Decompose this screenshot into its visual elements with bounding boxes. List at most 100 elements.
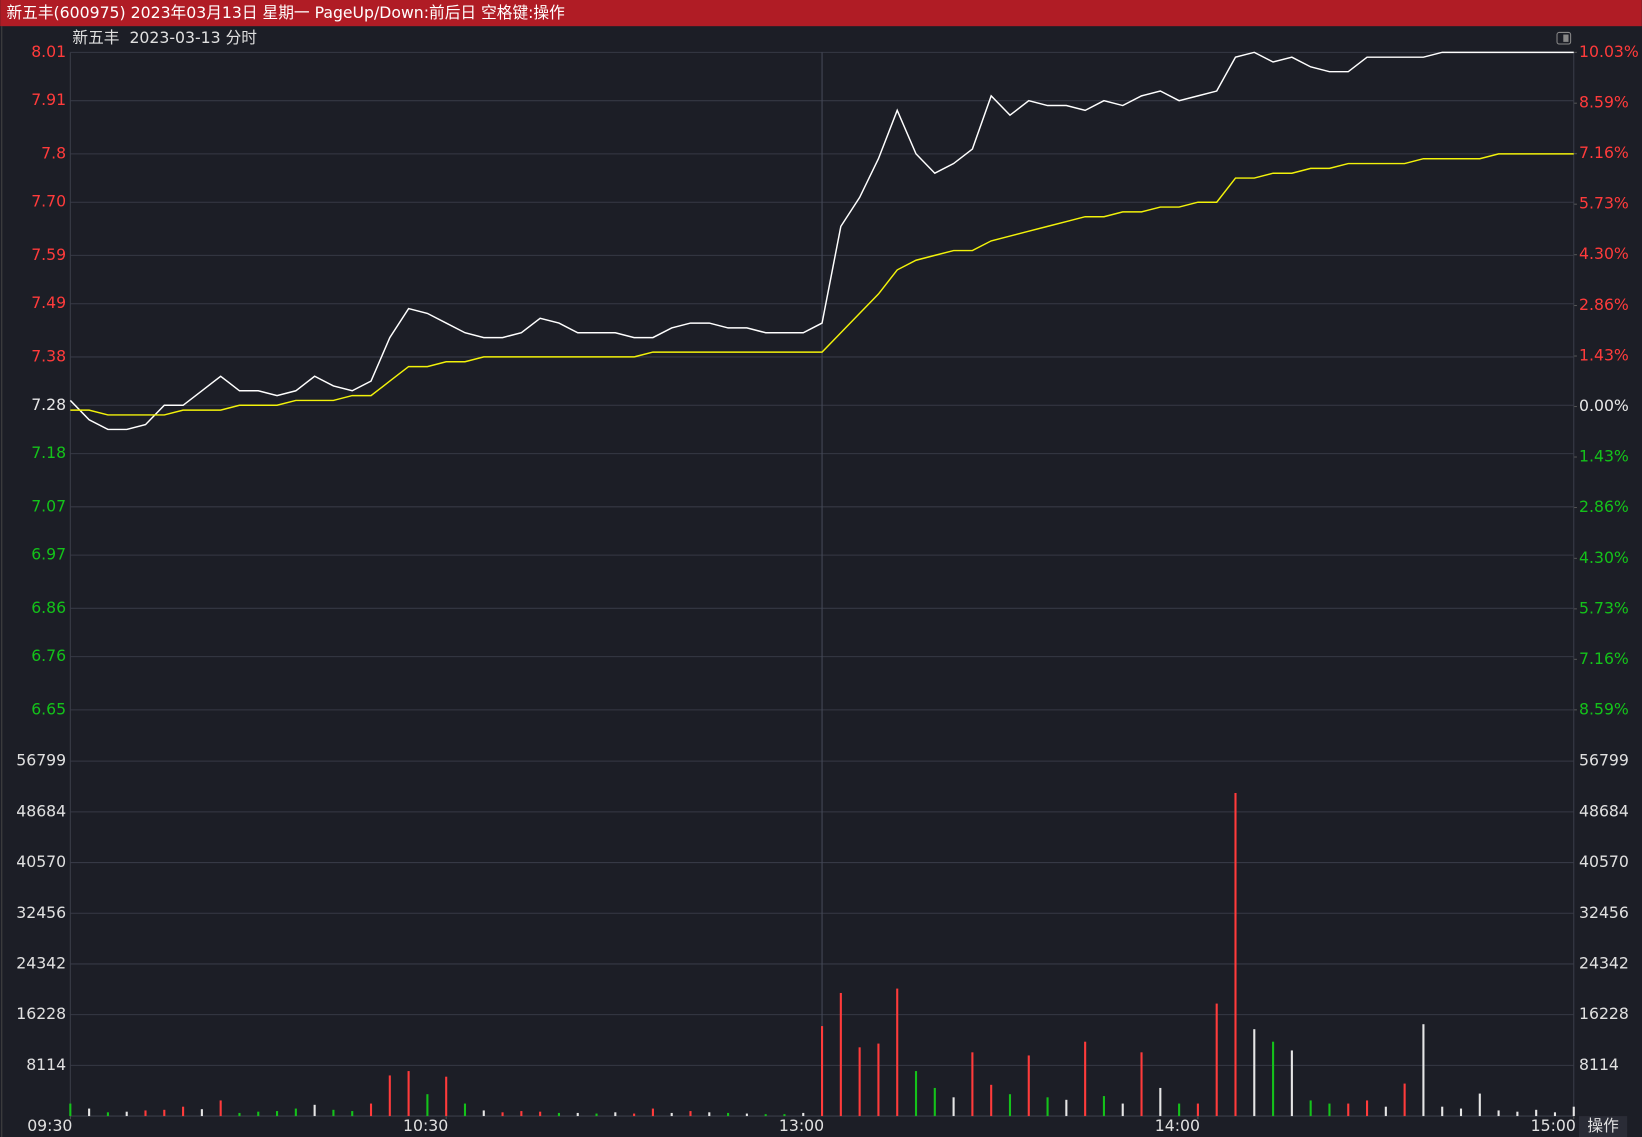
volume-bar — [971, 1052, 974, 1117]
y-tick-label: 7.07 — [31, 496, 66, 515]
y-tick-label: 8.01 — [31, 42, 66, 61]
volume-bar — [764, 1114, 767, 1117]
volume-bar — [708, 1112, 711, 1117]
volume-bar — [1027, 1055, 1030, 1117]
y2-tick-label: 1.43% — [1579, 447, 1629, 466]
y-tick-label: 6.97 — [31, 545, 66, 564]
volume-bar — [125, 1111, 128, 1117]
volume-bar — [914, 1071, 918, 1117]
y-tick-label: 7.91 — [31, 90, 66, 109]
y-tick-label: 7.28 — [31, 395, 66, 414]
y2-tick-label: 8.59% — [1579, 93, 1629, 112]
volume-bar — [276, 1111, 279, 1117]
volume-bar — [1459, 1108, 1463, 1117]
volume-bar — [388, 1075, 391, 1117]
volume-bar — [821, 1026, 824, 1117]
volume-bar — [520, 1111, 523, 1117]
volume-bar — [990, 1084, 993, 1117]
action-button[interactable] — [1579, 1116, 1628, 1137]
volume-bar — [633, 1113, 636, 1117]
panel-icon[interactable] — [1556, 31, 1572, 45]
volume-bar — [727, 1112, 730, 1117]
chart-title: 新五丰 2023-03-13 分时 — [72, 28, 257, 47]
volume-bar — [426, 1094, 429, 1117]
volume-bar — [200, 1109, 203, 1117]
volume-bar — [332, 1109, 335, 1117]
volume-bar — [783, 1114, 786, 1117]
volume-bar — [1196, 1103, 1199, 1117]
y-tick-label: 7.18 — [31, 443, 66, 462]
volume-bar — [482, 1110, 485, 1117]
y-tick-label: 6.86 — [31, 598, 66, 617]
volume-bar — [351, 1111, 354, 1117]
volume-bar — [670, 1112, 673, 1117]
volume-bar — [877, 1043, 880, 1117]
x-tick-label: 09:30 — [27, 1116, 72, 1135]
y-tick-label: 6.76 — [31, 646, 66, 665]
volume-bar — [1272, 1041, 1275, 1117]
volume-bar — [802, 1112, 805, 1117]
volume-bar — [1234, 793, 1237, 1117]
volume-bar — [1384, 1106, 1387, 1117]
volume-bar — [69, 1103, 72, 1117]
volume-bar — [1478, 1093, 1481, 1117]
y2-tick-label: 0.00% — [1579, 396, 1629, 415]
volume-tick-label: 48684 — [16, 801, 66, 820]
volume-tick-label-right: 32456 — [1579, 903, 1629, 922]
volume-bar — [1365, 1100, 1369, 1117]
volume-bar — [1215, 1003, 1218, 1117]
volume-tick-label: 40570 — [16, 852, 66, 871]
volume-bar — [163, 1109, 166, 1117]
y2-tick-label: 2.86% — [1579, 497, 1629, 516]
volume-bar — [651, 1108, 654, 1117]
volume-bar — [839, 992, 842, 1117]
y-tick-label: 6.65 — [31, 699, 66, 718]
volume-bar — [1065, 1099, 1068, 1117]
volume-bar — [182, 1106, 185, 1117]
volume-bar — [144, 1110, 147, 1117]
volume-bar — [106, 1112, 109, 1117]
volume-bar — [1441, 1106, 1444, 1117]
volume-bar — [257, 1111, 260, 1117]
volume-tick-label-right: 8114 — [1579, 1055, 1619, 1074]
volume-bar — [745, 1113, 748, 1117]
window-title: 新五丰(600975) 2023年03月13日 星期一 PageUp/Down:… — [6, 3, 565, 22]
volume-bar — [933, 1087, 936, 1117]
y2-tick-label: 8.59% — [1579, 699, 1629, 718]
y2-tick-label: 7.16% — [1579, 143, 1629, 162]
volume-bar — [1140, 1052, 1143, 1117]
y-tick-label: 7.38 — [31, 346, 66, 365]
volume-bar — [294, 1108, 297, 1117]
volume-bar — [1084, 1041, 1087, 1117]
volume-bar — [1403, 1083, 1406, 1117]
y2-tick-label: 1.43% — [1579, 346, 1629, 365]
volume-bar — [1008, 1094, 1012, 1117]
x-tick-label: 13:00 — [779, 1116, 824, 1135]
x-tick-label: 14:00 — [1155, 1116, 1200, 1135]
y-tick-label: 7.59 — [31, 245, 66, 264]
volume-bar — [463, 1103, 467, 1117]
x-tick-label: 10:30 — [403, 1116, 448, 1135]
volume-bar — [1535, 1109, 1538, 1117]
panel-icon-fill — [1563, 34, 1569, 42]
volume-bar — [1290, 1050, 1293, 1117]
volume-bar — [1516, 1111, 1519, 1117]
action-button-label[interactable]: 操作 — [1587, 1116, 1619, 1135]
volume-bar — [238, 1112, 241, 1117]
volume-bar — [595, 1113, 598, 1117]
volume-bar — [313, 1104, 316, 1117]
volume-bar — [614, 1112, 617, 1117]
y-tick-label: 7.70 — [31, 192, 66, 211]
volume-bar — [1422, 1024, 1425, 1117]
y2-tick-label: 4.30% — [1579, 548, 1629, 567]
volume-bar — [1121, 1103, 1124, 1117]
volume-bar — [369, 1103, 373, 1117]
volume-tick-label: 8114 — [26, 1055, 66, 1074]
volume-bar — [1497, 1110, 1500, 1117]
volume-bar — [1309, 1100, 1312, 1117]
title-bar — [0, 0, 1642, 27]
volume-tick-label-right: 48684 — [1579, 801, 1629, 820]
volume-tick-label-right: 40570 — [1579, 852, 1629, 871]
